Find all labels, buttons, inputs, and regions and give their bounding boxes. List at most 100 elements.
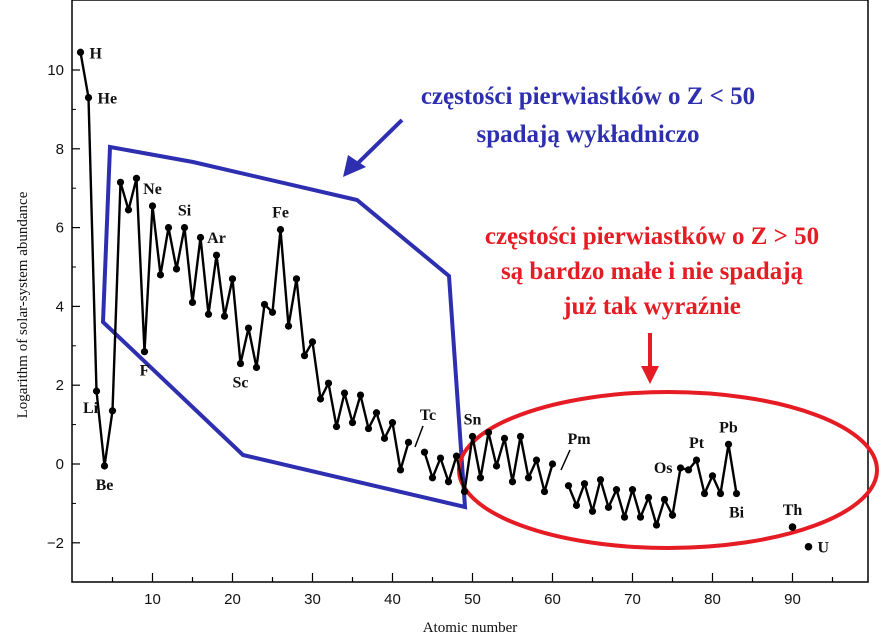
data-point: [284, 322, 293, 330]
data-point: [348, 419, 357, 427]
data-point: [436, 454, 445, 462]
data-point: [644, 493, 653, 502]
data-point: [276, 225, 285, 234]
data-point: [324, 379, 333, 387]
data-point: [340, 389, 349, 397]
data-point: [788, 523, 797, 531]
data-point: [108, 407, 117, 415]
data-point: [428, 474, 437, 482]
data-point: [332, 422, 341, 431]
series-line: [423, 431, 554, 493]
data-point: [596, 476, 605, 484]
data-point: [244, 324, 253, 332]
data-point: [508, 478, 517, 486]
data-point: [396, 466, 405, 474]
data-point: [532, 456, 541, 464]
data-point: [300, 352, 309, 360]
element-label-h: H: [90, 45, 103, 62]
x-tick-label: 30: [304, 591, 321, 608]
data-point: [188, 298, 197, 307]
red-annotation-line-2: są bardzo małe i nie spadają: [501, 258, 804, 285]
pm-pointer: [560, 449, 571, 471]
element-label-ar: Ar: [207, 230, 226, 247]
data-point: [516, 432, 525, 441]
blue-annotation: częstości pierwiastków o Z < 50 spadają …: [421, 83, 755, 148]
data-points: [76, 48, 813, 551]
element-label-pm: Pm: [567, 431, 591, 448]
data-point: [180, 224, 189, 232]
element-label-li: Li: [83, 400, 99, 417]
data-point: [372, 409, 381, 417]
data-point: [316, 395, 325, 403]
element-labels: H He Li Be Ne F Si Ar Sc Fe Tc Sn Pm Os Pt Pb Bi Th U: [83, 45, 830, 556]
x-tick-label: 70: [624, 591, 641, 608]
data-point: [260, 300, 269, 309]
data-point: [172, 265, 181, 273]
blue-annotation-line-2: spadają wykładniczo: [477, 121, 700, 148]
y-tick-label: 4: [56, 298, 64, 315]
x-tick-label: 20: [224, 591, 241, 608]
data-point: [620, 513, 629, 521]
data-point: [92, 387, 101, 395]
y-tick-label: 10: [47, 62, 64, 79]
data-point: [572, 501, 581, 509]
tc-pointer: [414, 425, 424, 448]
data-point: [268, 308, 277, 316]
data-point: [460, 487, 469, 496]
data-point: [684, 466, 693, 474]
data-point: [124, 206, 133, 214]
x-axis-title: Atomic number: [423, 620, 518, 636]
blue-arrow: [343, 118, 404, 177]
y-tick-label: 2: [56, 377, 64, 394]
data-point: [148, 202, 157, 210]
data-point: [524, 474, 533, 482]
data-point: [604, 503, 613, 511]
data-point: [548, 460, 557, 468]
data-point: [388, 419, 397, 427]
element-label-bi: Bi: [729, 505, 745, 522]
data-point: [364, 424, 373, 433]
y-axis-title: Logarithm of solar-system abundance: [15, 191, 31, 418]
data-point: [84, 93, 93, 102]
data-point: [652, 521, 661, 529]
data-point: [308, 338, 317, 346]
data-point: [476, 474, 485, 482]
x-axis: 10 20 30 40 50 60 70 80 90: [111, 573, 834, 608]
y-tick-label: 0: [56, 456, 64, 473]
blue-region-outline: [100, 144, 468, 510]
element-label-sn: Sn: [464, 411, 482, 428]
data-point: [420, 448, 429, 456]
data-point: [804, 542, 813, 551]
data-point: [116, 178, 125, 186]
y-axis: −2 0 2 4 6 8 10: [47, 62, 80, 552]
data-point: [500, 434, 509, 442]
element-label-fe: Fe: [272, 205, 289, 222]
plot-frame: [71, 0, 869, 583]
data-point: [196, 233, 205, 242]
data-point: [100, 462, 109, 470]
y-tick-label: 6: [56, 220, 64, 237]
data-point: [668, 511, 677, 519]
data-point: [708, 472, 717, 480]
data-point: [356, 391, 365, 399]
x-tick-label: 10: [144, 591, 161, 608]
element-label-sc: Sc: [233, 375, 249, 392]
data-point: [132, 174, 141, 182]
data-point: [676, 464, 685, 472]
data-point: [444, 478, 453, 486]
data-point: [660, 495, 669, 504]
data-point: [204, 310, 213, 318]
data-point: [612, 486, 621, 494]
element-label-ne: Ne: [143, 181, 162, 198]
data-point: [140, 348, 149, 356]
x-tick-label: 40: [384, 591, 401, 608]
element-label-u: U: [818, 540, 830, 557]
data-point: [468, 432, 477, 441]
data-point: [636, 513, 645, 521]
data-point: [404, 438, 413, 446]
data-point: [292, 275, 301, 283]
x-tick-label: 60: [544, 591, 561, 608]
red-annotation-line-1: częstości pierwiastków o Z > 50: [485, 223, 819, 250]
data-point: [580, 480, 589, 488]
